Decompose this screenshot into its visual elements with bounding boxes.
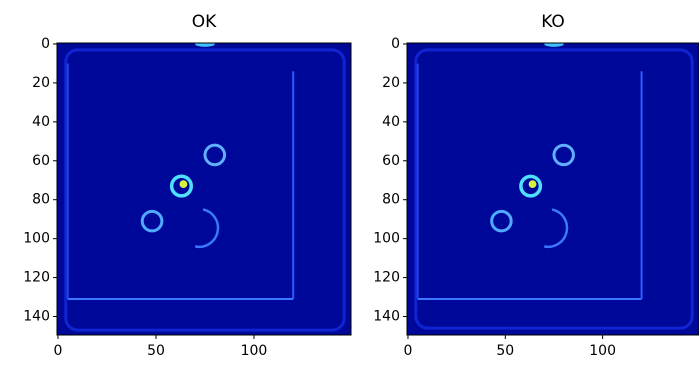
ring: [140, 209, 164, 233]
hotspot: [528, 180, 537, 189]
x-tick-label: 0: [54, 343, 63, 359]
axes-frame: [406, 42, 699, 336]
y-tick-label: 100: [23, 231, 50, 247]
ring: [490, 209, 513, 233]
y-tick-label: 100: [373, 231, 400, 247]
arc: [543, 208, 569, 249]
ring: [552, 143, 575, 167]
arc: [194, 208, 220, 249]
y-tick-label: 140: [23, 309, 50, 325]
y-tick-label: 20: [382, 75, 400, 91]
y-tick-label: 40: [382, 114, 400, 130]
x-tick-label: 100: [589, 343, 616, 359]
y-tick-label: 20: [32, 75, 50, 91]
ring: [203, 143, 227, 167]
y-tick-label: 120: [373, 270, 400, 286]
y-tick-label: 120: [23, 270, 50, 286]
y-tick-label: 40: [32, 114, 50, 130]
heatmap-background: [407, 43, 699, 335]
ring: [519, 174, 543, 198]
x-tick-label: 50: [496, 343, 514, 359]
y-tick-label: 60: [32, 153, 50, 169]
x-tick-label: 50: [147, 343, 165, 359]
frame-outline: [414, 48, 694, 330]
y-tick-label: 80: [382, 192, 400, 208]
hotspot: [195, 43, 215, 47]
y-tick-label: 140: [373, 309, 400, 325]
y-tick-label: 80: [32, 192, 50, 208]
panel-title: OK: [192, 12, 217, 32]
y-tick-label: 0: [391, 36, 400, 52]
frame-outline: [64, 48, 346, 332]
y-tick-label: 60: [382, 153, 400, 169]
axes-frame: [56, 42, 352, 336]
panel-title: KO: [541, 12, 565, 32]
ring: [169, 174, 194, 198]
heatmap: [407, 43, 699, 335]
x-tick-label: 0: [404, 343, 413, 359]
hotspot: [544, 43, 564, 47]
heatmap: [57, 43, 351, 335]
heatmap-background: [57, 43, 351, 335]
y-tick-label: 0: [41, 36, 50, 52]
hotspot: [179, 180, 188, 189]
x-tick-label: 100: [241, 343, 268, 359]
